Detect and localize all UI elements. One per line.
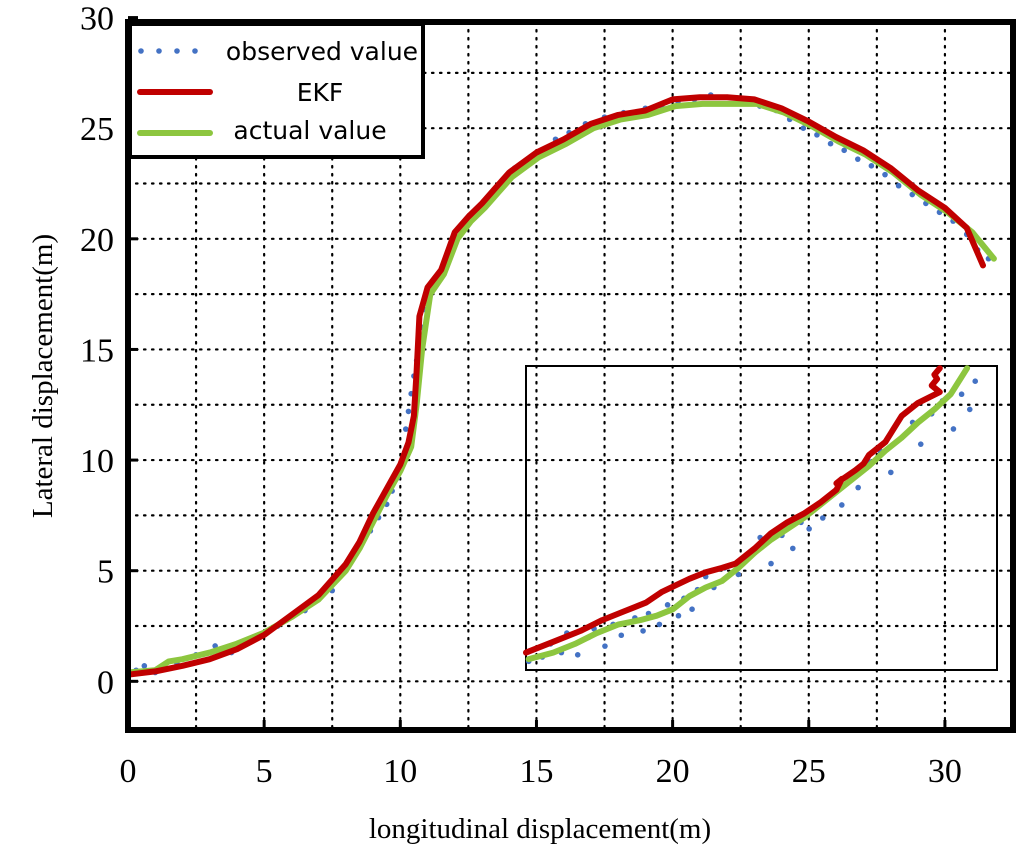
inset-observed-point — [574, 652, 581, 658]
legend-label-actual: actual value — [233, 116, 386, 145]
inset-observed-point — [966, 406, 973, 413]
tick-labels: 0 5 10 15 20 25 30 0 5 10 15 20 25 30 — [80, 1, 962, 790]
y-tick-label: 5 — [97, 554, 114, 591]
x-tick-label: 30 — [928, 753, 962, 790]
inset-observed-point — [917, 441, 924, 447]
legend-label-ekf: EKF — [297, 78, 344, 107]
legend-observed-dot — [138, 48, 144, 54]
inset-observed-point — [839, 502, 845, 508]
legend-observed-dot — [156, 48, 162, 54]
inset-ekf-line — [523, 365, 943, 656]
inset-observed-point — [689, 606, 695, 612]
inset-observed-point — [888, 469, 894, 476]
main-observed-point — [402, 426, 409, 432]
inset-actual-value-line — [525, 365, 971, 663]
main-observed-point — [800, 125, 807, 131]
inset-observed-point — [806, 526, 812, 532]
main-observed-point — [854, 156, 861, 162]
main-observed-point — [141, 663, 148, 669]
main-observed-point — [882, 171, 888, 178]
main-observed-point — [827, 140, 834, 147]
y-tick-label: 30 — [80, 1, 114, 38]
x-tick-label: 5 — [256, 753, 273, 790]
inset-observed-point — [656, 621, 663, 628]
y-tick-label: 20 — [80, 222, 114, 259]
inset-observed-point — [735, 571, 742, 578]
inset-observed-point — [602, 643, 608, 649]
x-tick-label: 25 — [792, 753, 826, 790]
legend-label-observed: observed value — [226, 37, 418, 66]
series-layer — [125, 92, 997, 678]
main-observed-point — [841, 147, 847, 154]
main-observed-point — [909, 191, 916, 198]
inset-panel — [523, 365, 998, 671]
inset-observed-point — [950, 426, 957, 432]
x-tick-label: 15 — [519, 753, 553, 790]
inset-observed-point — [819, 515, 826, 521]
inset-observed-point — [640, 628, 646, 634]
x-tick-label: 10 — [383, 753, 417, 790]
inset-observed-point — [958, 391, 965, 398]
y-tick-label: 25 — [80, 111, 114, 148]
x-tick-label: 0 — [120, 753, 137, 790]
legend-observed-marker — [138, 48, 198, 54]
y-tick-label: 10 — [80, 443, 114, 480]
main-observed-point — [405, 408, 412, 415]
legend-observed-dot — [192, 48, 198, 54]
x-axis-label: longitudinal displacement(m) — [369, 813, 711, 845]
inset-observed-point — [768, 560, 774, 567]
inset-observed-point — [675, 612, 682, 619]
inset-observed-point — [664, 602, 671, 608]
legend: observed value EKF actual value — [128, 22, 425, 159]
inset-frame — [525, 365, 998, 671]
plot-frame — [125, 19, 1016, 733]
y-axis-label: Lateral displacement(m) — [27, 234, 59, 518]
inset-observed-point — [972, 378, 979, 385]
main-observed-point — [895, 182, 902, 189]
inset-observed-point — [790, 545, 796, 552]
main-ekf-line — [125, 94, 986, 678]
x-tick-label: 20 — [656, 753, 690, 790]
grid — [126, 20, 1015, 732]
legend-observed-dot — [174, 48, 180, 54]
inset-observed-point — [618, 632, 625, 639]
y-tick-label: 0 — [97, 664, 114, 701]
y-tick-label: 15 — [80, 332, 114, 369]
inset-observed-point — [855, 484, 861, 491]
main-observed-point — [814, 132, 820, 138]
main-observed-point — [868, 163, 875, 169]
